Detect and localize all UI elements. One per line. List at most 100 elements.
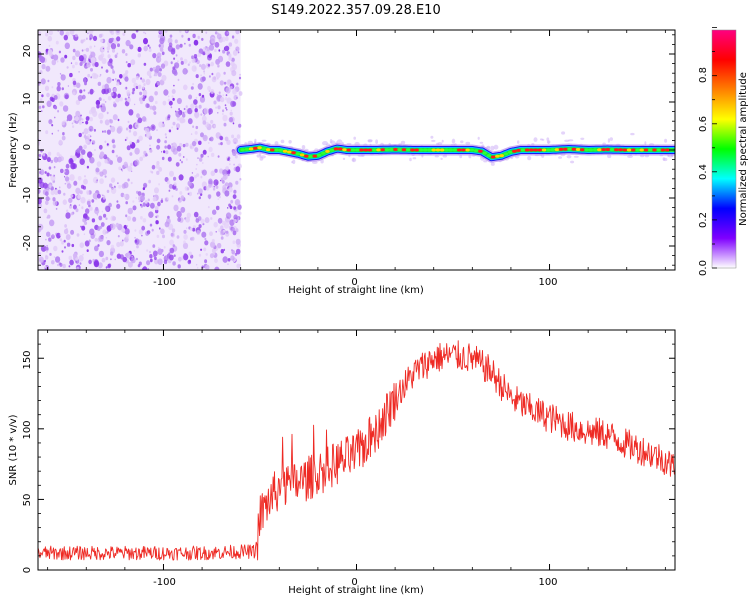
noise-speck (143, 83, 146, 86)
noise-speck (234, 38, 239, 44)
noise-speck (106, 240, 111, 246)
noise-speck (146, 260, 151, 266)
noise-speck (125, 53, 128, 56)
noise-speck (167, 37, 173, 44)
noise-speck (101, 257, 106, 263)
halo-speck (483, 160, 488, 163)
noise-speck (72, 48, 76, 53)
noise-speck (105, 217, 108, 220)
noise-speck (200, 153, 204, 158)
noise-speck (226, 108, 228, 111)
noise-speck (121, 170, 123, 172)
noise-speck (158, 121, 164, 128)
trace-core (291, 151, 296, 155)
trace-core (308, 155, 313, 158)
noise-speck (124, 87, 127, 90)
noise-speck (205, 185, 210, 191)
noise-speck (53, 156, 59, 163)
noise-speck (171, 126, 173, 129)
noise-speck (200, 248, 203, 251)
noise-speck (144, 200, 148, 204)
noise-speck (158, 227, 161, 230)
noise-speck (149, 67, 153, 72)
noise-speck (54, 105, 58, 110)
noise-speck (212, 209, 217, 215)
noise-speck (227, 173, 230, 177)
noise-speck (208, 75, 211, 78)
noise-speck (102, 130, 104, 133)
noise-speck (172, 244, 175, 248)
noise-speck (56, 232, 61, 239)
trace-core (253, 146, 258, 150)
noise-speck (47, 49, 53, 55)
noise-speck (60, 57, 65, 63)
noise-speck (217, 217, 223, 224)
noise-speck (207, 155, 209, 158)
noise-speck (83, 178, 88, 185)
noise-speck (72, 253, 78, 259)
noise-speck (64, 42, 71, 50)
noise-speckle-region (38, 30, 243, 270)
trace-core (592, 148, 598, 152)
noise-speck (61, 121, 65, 126)
noise-speck (143, 37, 148, 45)
noise-speck (146, 70, 152, 77)
noise-speck (215, 72, 221, 79)
noise-speck (69, 30, 75, 35)
noise-speck (42, 105, 45, 109)
noise-speck (138, 97, 143, 102)
trace-core (482, 151, 488, 155)
noise-speck (72, 204, 77, 210)
noise-speck (190, 103, 195, 109)
noise-speck (215, 106, 218, 109)
noise-speck (99, 171, 104, 177)
noise-speck (63, 228, 69, 235)
noise-speck (232, 88, 237, 95)
noise-speck (62, 105, 69, 112)
noise-speck (128, 124, 133, 130)
noise-speck (125, 214, 128, 218)
noise-speck (99, 151, 105, 157)
snr-x-tick-label: 100 (538, 577, 557, 588)
noise-speck (69, 205, 72, 209)
noise-speck (211, 238, 215, 243)
noise-speck (57, 109, 60, 113)
noise-speck (136, 113, 140, 119)
noise-speck (76, 233, 80, 237)
noise-speck (112, 70, 115, 74)
noise-speck (81, 206, 84, 210)
noise-speck (165, 136, 167, 139)
trace-core (520, 148, 526, 152)
noise-speck (109, 119, 113, 124)
noise-speck (201, 94, 205, 98)
noise-speck (105, 266, 108, 269)
noise-speck (236, 96, 238, 99)
trace-core (614, 148, 619, 152)
noise-speck (48, 237, 52, 242)
noise-speck (94, 45, 96, 48)
noise-speck (208, 137, 212, 141)
noise-speck (158, 167, 163, 172)
noise-speck (237, 51, 240, 54)
noise-speck (104, 119, 110, 126)
noise-speck (99, 75, 101, 78)
noise-speck (146, 249, 149, 252)
trace-core (507, 150, 513, 154)
noise-speck (46, 172, 50, 177)
noise-speck (151, 228, 154, 232)
noise-speck (99, 119, 103, 124)
noise-speck (132, 216, 137, 222)
noise-speck (171, 143, 174, 146)
noise-speck (143, 62, 147, 66)
noise-speck (230, 199, 234, 204)
noise-speck (64, 224, 67, 228)
trace-core (584, 148, 589, 152)
noise-speck (70, 155, 73, 159)
noise-speck (142, 154, 146, 158)
noise-speck (183, 253, 189, 261)
noise-speck (55, 256, 61, 263)
noise-speck (88, 63, 90, 65)
noise-speck (86, 62, 91, 68)
noise-speck (88, 30, 94, 35)
noise-speck (141, 78, 145, 83)
